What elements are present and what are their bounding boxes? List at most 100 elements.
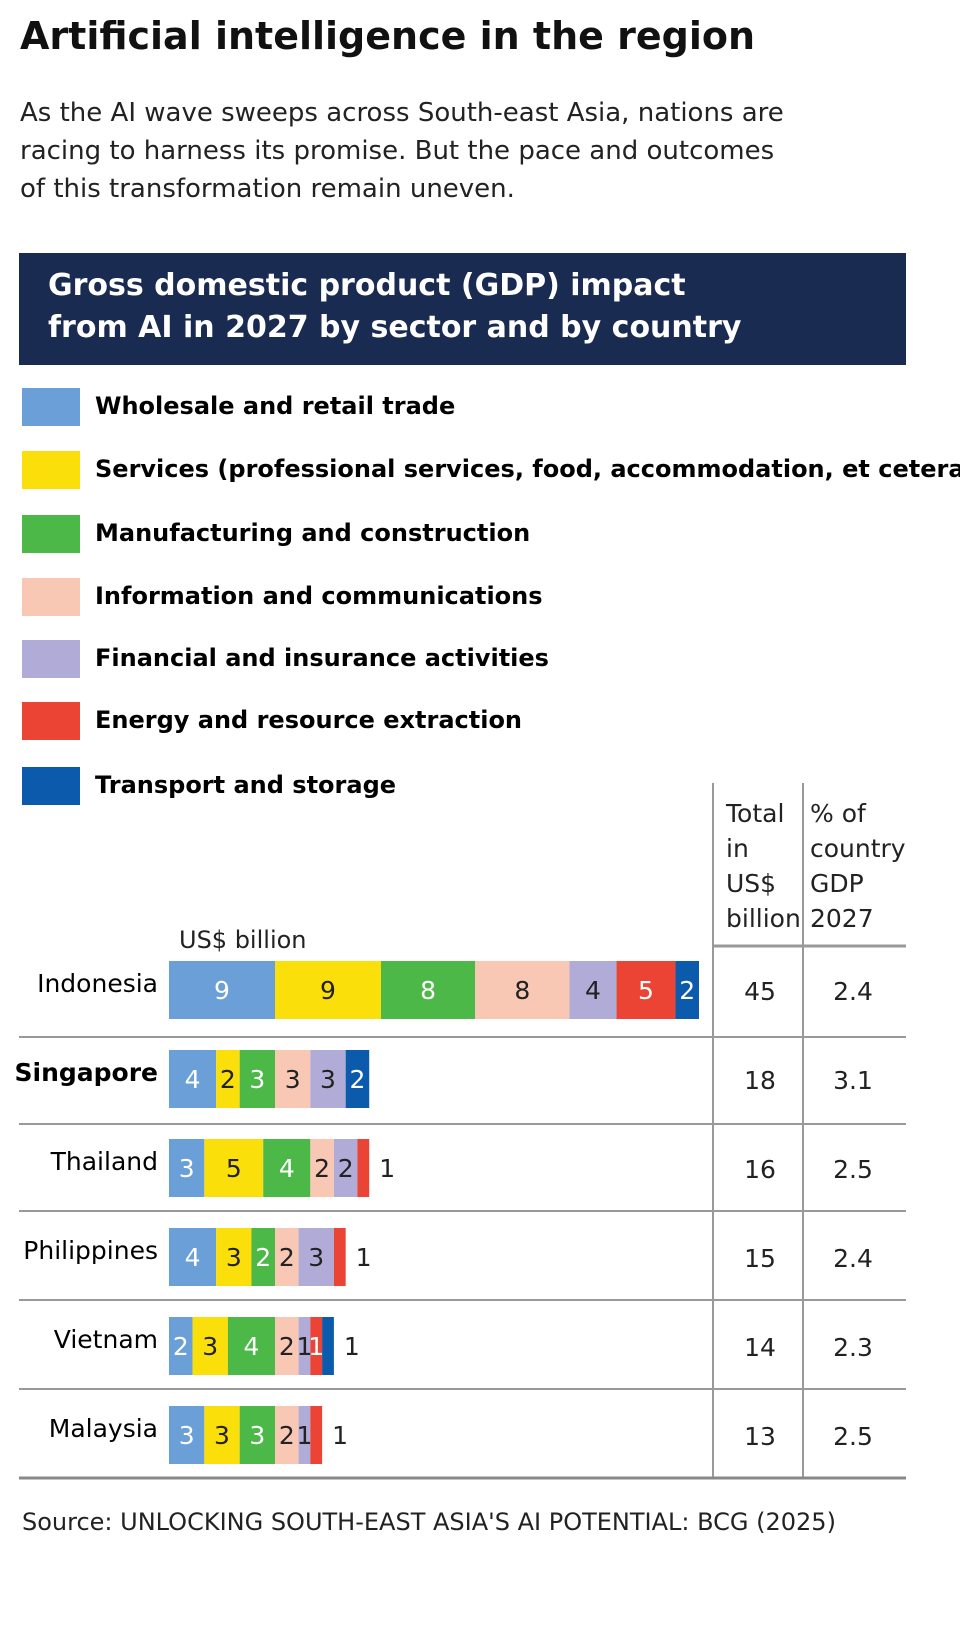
legend-label: Energy and resource extraction <box>95 706 522 734</box>
bar-segment <box>251 1228 275 1286</box>
table-cell: 2.5 <box>833 1422 873 1451</box>
bar-segment <box>192 1317 228 1375</box>
chart-title-box <box>19 253 906 365</box>
bar-segment <box>169 1317 193 1375</box>
value-label: 3 <box>226 1243 242 1272</box>
column-header: % of country GDP 2027 <box>810 799 906 933</box>
value-label: 1 <box>296 1421 312 1450</box>
value-label: 3 <box>285 1065 301 1094</box>
legend-swatch <box>22 767 80 805</box>
bar-segment <box>310 1406 323 1464</box>
table-cell: 16 <box>744 1155 776 1184</box>
value-label: 1 <box>344 1332 360 1361</box>
bar-segment <box>275 1317 299 1375</box>
bar-segment <box>310 1139 334 1197</box>
bar-segment <box>169 1228 217 1286</box>
category-label: Indonesia <box>37 969 158 998</box>
value-label: 5 <box>226 1154 242 1183</box>
chart-title: Gross domestic product (GDP) impact from… <box>48 268 742 345</box>
value-label: 2 <box>173 1332 189 1361</box>
category-label: Singapore <box>15 1058 159 1087</box>
bar-segment <box>310 1317 323 1375</box>
bar-segment <box>381 961 476 1019</box>
value-label: 2 <box>679 976 695 1005</box>
bar-segment <box>569 961 617 1019</box>
category-label: Malaysia <box>49 1414 158 1443</box>
bar-segment <box>475 961 570 1019</box>
value-label: 3 <box>320 1065 336 1094</box>
value-label: 3 <box>179 1154 195 1183</box>
bar-segment <box>298 1317 311 1375</box>
value-label: 2 <box>314 1154 330 1183</box>
table-cell: 2.4 <box>833 977 873 1006</box>
legend-label: Information and communications <box>95 582 543 610</box>
value-label: 2 <box>279 1421 295 1450</box>
value-label: 2 <box>220 1065 236 1094</box>
value-label: 1 <box>379 1154 395 1183</box>
value-label: 1 <box>296 1332 312 1361</box>
bar-segment <box>204 1139 264 1197</box>
value-label: 2 <box>279 1332 295 1361</box>
bar-segment <box>204 1406 240 1464</box>
table-cell: 18 <box>744 1066 776 1095</box>
table-cell: 2.3 <box>833 1333 873 1362</box>
value-label: 4 <box>279 1154 295 1183</box>
category-label: Philippines <box>23 1236 158 1265</box>
value-label: 9 <box>214 976 230 1005</box>
value-label: 1 <box>332 1421 348 1450</box>
value-label: 3 <box>214 1421 230 1450</box>
bar-segment <box>333 1139 358 1197</box>
value-label: 2 <box>255 1243 271 1272</box>
value-label: 8 <box>514 976 530 1005</box>
bar-segment <box>298 1406 311 1464</box>
legend-label: Transport and storage <box>95 771 396 799</box>
table-cell: 2.5 <box>833 1155 873 1184</box>
bar-segment <box>169 1050 217 1108</box>
bar-segment <box>169 961 275 1019</box>
bar-segment <box>239 1050 275 1108</box>
value-label: 3 <box>179 1421 195 1450</box>
bar-segment <box>357 1139 370 1197</box>
bar-segment <box>169 1406 205 1464</box>
table-cell: 45 <box>744 977 776 1006</box>
value-label: 4 <box>185 1243 201 1272</box>
bar-segment <box>227 1317 275 1375</box>
bar-segment <box>345 1050 370 1108</box>
legend-label: Financial and insurance activities <box>95 644 549 672</box>
bar-segment <box>616 961 676 1019</box>
title: Artificial intelligence in the region <box>20 14 756 58</box>
value-label: 3 <box>202 1332 218 1361</box>
value-label: 3 <box>249 1065 265 1094</box>
table-cell: 3.1 <box>833 1066 873 1095</box>
bar-segment <box>675 961 699 1019</box>
bar-segment <box>275 1050 311 1108</box>
value-label: 1 <box>356 1243 372 1272</box>
legend-swatch <box>22 451 80 489</box>
source: Source: UNLOCKING SOUTH-EAST ASIA'S AI P… <box>22 1508 836 1536</box>
value-label: 3 <box>308 1243 324 1272</box>
bar-segment <box>216 1228 252 1286</box>
value-label: 5 <box>638 976 654 1005</box>
value-label: 8 <box>420 976 436 1005</box>
value-label: 2 <box>279 1243 295 1272</box>
legend-label: Wholesale and retail trade <box>95 392 455 420</box>
table-cell: 15 <box>744 1244 776 1273</box>
legend-swatch <box>22 702 80 740</box>
value-label: 3 <box>249 1421 265 1450</box>
bar-segment <box>275 1406 299 1464</box>
bar-segment <box>216 1050 240 1108</box>
bar-segment <box>263 1139 311 1197</box>
legend-swatch <box>22 640 80 678</box>
value-label: 1 <box>308 1332 324 1361</box>
bar-segment <box>333 1228 346 1286</box>
bar-segment <box>169 1139 205 1197</box>
value-label: 9 <box>320 976 336 1005</box>
legend-swatch <box>22 515 80 553</box>
value-label: 4 <box>243 1332 259 1361</box>
bar-segment <box>239 1406 275 1464</box>
bar-segment <box>275 1228 299 1286</box>
value-label: 2 <box>349 1065 365 1094</box>
value-label: 2 <box>338 1154 354 1183</box>
